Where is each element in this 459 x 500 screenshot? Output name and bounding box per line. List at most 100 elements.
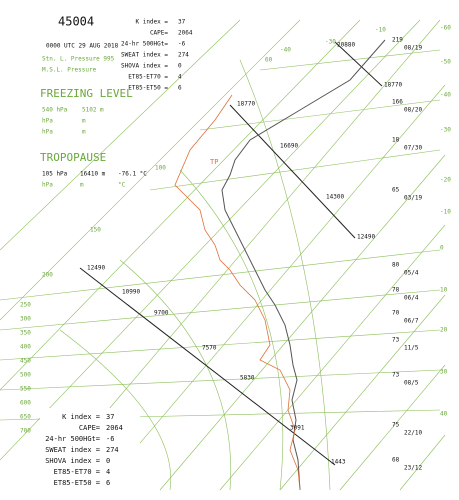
pressure-label: 250 — [20, 302, 31, 309]
wind-dir: 06/4 — [404, 295, 419, 302]
index-value: 6 — [106, 479, 110, 487]
index-label: 24-hr 500HGt= — [121, 41, 168, 48]
height-label: 9700 — [154, 310, 169, 317]
diagram-label: 100 — [155, 165, 166, 172]
pressure-label: 400 — [20, 344, 31, 351]
wind-dir: 08/19 — [404, 45, 422, 52]
isotherm-label: 30 — [440, 369, 448, 376]
pressure-label: 500 — [20, 372, 31, 379]
tropopause-cell: m — [80, 182, 84, 189]
index-value: 274 — [106, 446, 119, 454]
stn-pressure: Stn. L. Pressure 995 — [42, 56, 115, 63]
dewpoint-profile — [174, 94, 301, 491]
index-value: 274 — [178, 52, 189, 59]
index-label: ET85-ET50 = — [54, 479, 100, 487]
index-label: SHOVA index = — [45, 457, 100, 465]
wind-dir: 06/7 — [404, 318, 419, 325]
height-label: 14300 — [326, 194, 344, 201]
station-id: 45004 — [58, 15, 94, 29]
index-label: ET85-ET70 = — [54, 468, 100, 476]
index-label: CAPE= — [150, 30, 168, 37]
index-label: 24-hr 500HGt= — [45, 435, 100, 443]
tropopause-cell: 105 hPa — [42, 171, 68, 178]
tropopause-cell: -76.1 °C — [118, 171, 147, 178]
index-value: -6 — [178, 41, 186, 48]
diagram-label: 150 — [90, 227, 101, 234]
labels: 45004 0000 UTC 29 AUG 2018 Stn. L. Press… — [40, 15, 218, 492]
index-value: 0 — [178, 63, 182, 70]
isotherm-label: 20 — [440, 327, 448, 334]
tropopause-cell: hPa — [42, 182, 53, 189]
wind-speed: 80 — [392, 262, 400, 269]
wind-speed: 68 — [392, 457, 400, 464]
wind-dir: 05/4 — [404, 270, 419, 277]
wind-speed: 219 — [392, 37, 403, 44]
diagram-label: -10 — [375, 27, 386, 34]
freezing-cell: m — [82, 129, 86, 136]
height-label: 12490 — [87, 265, 105, 272]
freezing-cell: hPa — [42, 129, 53, 136]
wind-speed: 166 — [392, 99, 403, 106]
height-line — [79, 267, 336, 466]
pressure-label: 600 — [20, 400, 31, 407]
wind-speed: 78 — [392, 287, 400, 294]
height-line — [334, 41, 383, 87]
diagram-label: -40 — [280, 47, 291, 54]
wind-speed: 18 — [392, 137, 400, 144]
wind-speed: 73 — [392, 337, 400, 344]
wind-dir: 08/20 — [404, 107, 422, 114]
index-value: 37 — [178, 19, 186, 26]
freezing-cell: hPa — [42, 118, 53, 125]
height-label: 1443 — [331, 459, 346, 466]
wind-dir: 23/12 — [404, 465, 422, 472]
pressure-label: 300 — [20, 316, 31, 323]
index-label: CAPE= — [79, 424, 100, 432]
diagram-label: -30 — [325, 39, 336, 46]
wind-dir: 11/5 — [404, 345, 419, 352]
index-value: 6 — [178, 85, 182, 92]
index-value: 2064 — [178, 30, 193, 37]
index-label: ET85-ET50 = — [128, 85, 168, 92]
wind-speed: 73 — [392, 372, 400, 379]
height-label: 3091 — [290, 425, 305, 432]
height-label: 5830 — [240, 375, 255, 382]
isotherm-label: 10 — [440, 287, 448, 294]
height-line — [229, 104, 356, 239]
diagram-label: 200 — [42, 272, 53, 279]
isotherm-label: -60 — [440, 25, 451, 32]
grid — [0, 19, 446, 491]
wind-speed: 70 — [392, 310, 400, 317]
pressure-label: 700 — [20, 428, 31, 435]
wind-dir: 08/5 — [404, 380, 419, 387]
freezing-cell: 5102 m — [82, 107, 104, 114]
isotherm-label: -50 — [440, 59, 451, 66]
freezing-cell: 540 hPa — [42, 107, 68, 114]
pressure-label: 550 — [20, 386, 31, 393]
height-label: 12490 — [357, 234, 375, 241]
index-value: 37 — [106, 413, 114, 421]
freezing-cell: m — [82, 118, 86, 125]
tropopause-cell: °C — [118, 182, 126, 189]
wind-dir: 03/19 — [404, 195, 422, 202]
index-label: SWEAT index = — [121, 52, 168, 59]
index-label: K index = — [135, 19, 168, 26]
index-value: -6 — [106, 435, 114, 443]
index-value: 4 — [178, 74, 182, 81]
isotherm-label: -40 — [440, 92, 451, 99]
height-label: 7570 — [202, 345, 217, 352]
pressure-label: 350 — [20, 330, 31, 337]
index-label: SWEAT index = — [45, 446, 100, 454]
wind-dir: 07/30 — [404, 145, 422, 152]
tp-marker: TP — [210, 158, 218, 166]
index-label: SHOVA index = — [121, 63, 168, 70]
height-label: 18770 — [384, 82, 402, 89]
wind-speed: 75 — [392, 422, 400, 429]
isotherm-label: -20 — [440, 177, 451, 184]
wind-speed: 65 — [392, 187, 400, 194]
pressure-label: 450 — [20, 358, 31, 365]
index-value: 2064 — [106, 424, 123, 432]
index-label: ET85-ET70 = — [128, 74, 168, 81]
isotherm-label: -10 — [440, 209, 451, 216]
wind-dir: 22/10 — [404, 430, 422, 437]
freezing-title: FREEZING LEVEL — [40, 87, 133, 100]
